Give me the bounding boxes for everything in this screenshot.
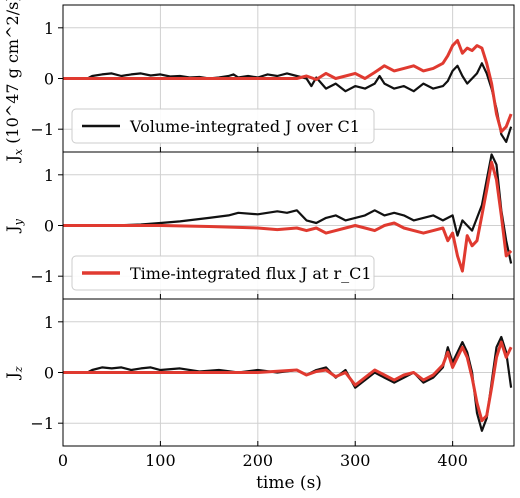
panel-frame (62, 298, 515, 447)
legend: Time-integrated flux J at r_C1 (71, 255, 375, 291)
x-tick-label: 400 (437, 451, 468, 470)
y-tick-label: 0 (44, 70, 54, 89)
y-axis-label-sub: z (12, 366, 25, 373)
series-line-volume (63, 62, 513, 143)
y-axis-label: Jz (3, 366, 25, 380)
x-tick-label: 0 (58, 451, 68, 470)
legend: Volume-integrated J over C1 (71, 108, 375, 144)
y-tick-label: −1 (30, 120, 54, 139)
y-tick-label: 1 (44, 166, 54, 185)
legend-label: Volume-integrated J over C1 (129, 117, 360, 136)
legend-label: Time-integrated flux J at r_C1 (130, 264, 372, 283)
y-axis-label-sub: y (12, 218, 25, 226)
y-axis-label: Jy (3, 218, 25, 233)
y-tick-label: −1 (30, 414, 54, 433)
series-line-flux (63, 39, 513, 134)
legend-box (71, 108, 375, 144)
series-line-volume (63, 335, 513, 432)
legend-box (71, 255, 375, 291)
y-axis-label-main: J (3, 372, 22, 380)
series-line-flux (63, 160, 513, 273)
y-tick-label: 1 (44, 313, 54, 332)
y-tick-label: −1 (30, 267, 54, 286)
y-axis-label-main: J (3, 155, 22, 163)
panel-jx: 1 0 −1 Jx (10^47 g cm^2/s) Volume-integrated… (3, 0, 515, 164)
y-axis-label-main: J (3, 225, 22, 233)
y-axis-label-unit: (10^47 g cm^2/s) (3, 0, 22, 149)
y-tick-label: 0 (44, 364, 54, 383)
x-axis-label: time (s) (256, 473, 322, 493)
series-line-volume (63, 153, 513, 264)
x-tick-label: 300 (340, 451, 371, 470)
y-axis-label: Jx (10^47 g cm^2/s) (3, 0, 25, 164)
chart-panels: 10−1Jx (10^47 g cm^2/s) Volume-integrated… (3, 0, 515, 470)
y-tick-label: 1 (44, 19, 54, 38)
y-tick-label: 0 (44, 217, 54, 236)
y-axis-label-sub: x (12, 148, 25, 155)
x-tick-label: 100 (145, 451, 176, 470)
panel-jy: 1 0 −1 Jy Time-integrated flux J at r_C1 (3, 151, 515, 300)
series-line-flux (63, 340, 513, 423)
x-tick-label: 200 (243, 451, 274, 470)
